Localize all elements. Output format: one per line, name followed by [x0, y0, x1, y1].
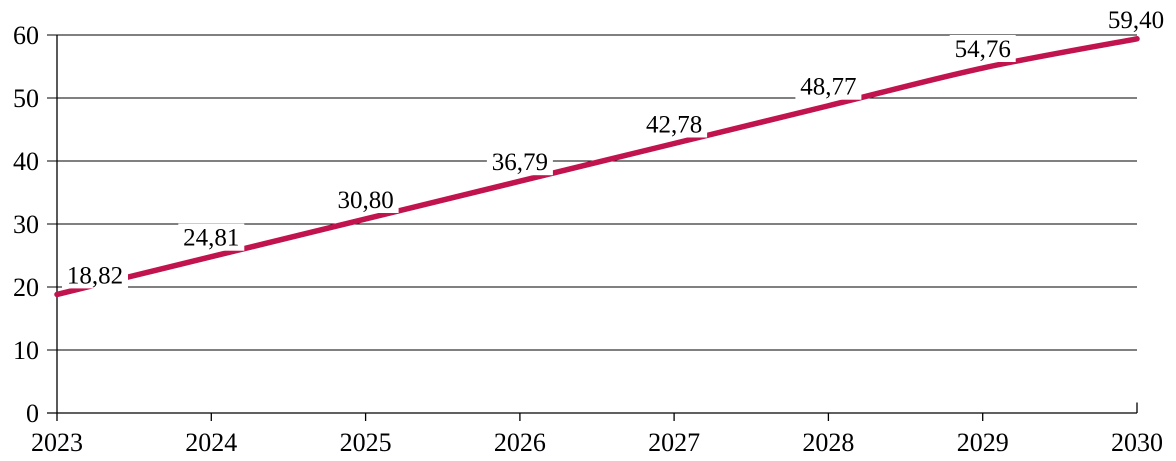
data-label-background — [62, 261, 128, 289]
y-tick-label: 20 — [13, 273, 39, 302]
data-label: 36,79 — [492, 149, 548, 176]
x-tick-label: 2025 — [340, 428, 392, 457]
axes — [47, 35, 1138, 421]
x-tick-label: 2024 — [185, 428, 237, 457]
data-label-background — [486, 148, 553, 176]
x-tick-label: 2023 — [31, 428, 83, 457]
data-label-background — [641, 110, 708, 138]
data-label-background — [795, 72, 862, 100]
y-tick-label: 60 — [13, 21, 39, 50]
y-tick-label: 50 — [13, 84, 39, 113]
data-label-background — [332, 186, 399, 213]
series-line — [54, 36, 1140, 298]
data-label-background — [178, 223, 245, 251]
data-label-background — [949, 35, 1016, 62]
data-labels-group: 18,82 24,81 30,80 36,79 42,78 48,77 54,76 59,40 — [62, 5, 1169, 289]
data-label: 48,77 — [800, 74, 856, 101]
data-label: 59,40 — [1108, 7, 1164, 34]
data-label: 24,81 — [183, 225, 239, 252]
data-label: 42,78 — [646, 112, 702, 139]
data-label: 54,76 — [955, 36, 1011, 63]
x-tick-label: 2026 — [494, 428, 546, 457]
y-tick-label: 0 — [26, 399, 39, 428]
data-label: 30,80 — [337, 187, 393, 214]
data-label-background — [1103, 5, 1169, 33]
x-tick-label: 2027 — [648, 428, 700, 457]
y-tick-label: 30 — [13, 210, 39, 239]
data-label: 18,82 — [67, 262, 123, 289]
x-tick-label: 2030 — [1111, 428, 1163, 457]
gridlines — [47, 34, 1137, 351]
y-tick-label: 10 — [13, 336, 39, 365]
x-tick-label: 2028 — [802, 428, 854, 457]
y-tick-label: 40 — [13, 147, 39, 176]
x-tick-label: 2029 — [957, 428, 1009, 457]
series-group — [54, 36, 1140, 298]
